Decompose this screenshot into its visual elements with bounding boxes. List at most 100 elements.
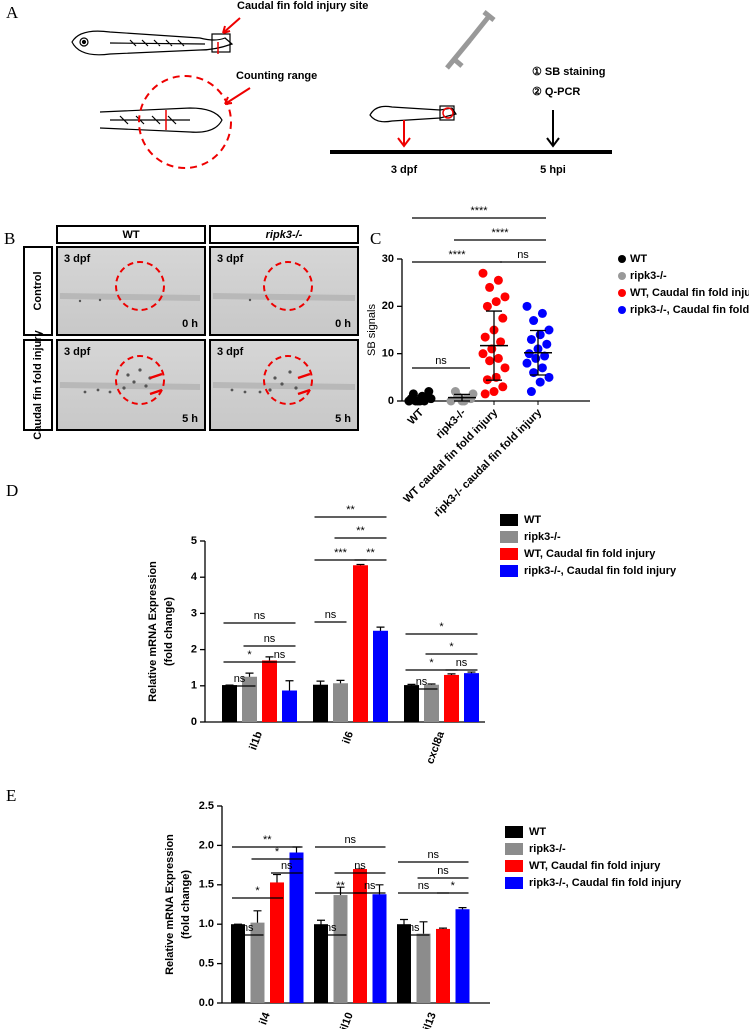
legend-swatch (500, 548, 518, 560)
legend-swatch (505, 826, 523, 838)
data-point (500, 363, 510, 373)
significance-label: ns (325, 922, 337, 934)
schematic-text: Caudal fin fold injury site (237, 0, 368, 12)
panel-label: E (6, 786, 16, 805)
y-axis-label: (fold change) (180, 870, 192, 939)
significance-label: ns (437, 865, 449, 877)
legend-label: WT, Caudal fin fold injury (524, 548, 656, 560)
significance-label: ns (325, 609, 337, 621)
significance-label: ns (264, 633, 276, 645)
time-label: 0 h (335, 318, 351, 330)
y-tick-label: 2 (191, 644, 197, 656)
data-point (478, 268, 488, 278)
timeline-label: 3 dpf (391, 164, 418, 176)
y-axis-label: Relative mRNA Expression (164, 834, 176, 975)
schematic-text: ① SB staining (532, 66, 605, 78)
x-tick-label: WT (406, 406, 427, 427)
time-label: 5 h (335, 413, 351, 425)
bar (455, 909, 470, 1003)
significance-label: * (275, 846, 280, 858)
significance-label: ** (366, 547, 375, 559)
legend-swatch (500, 514, 518, 526)
data-point (489, 387, 499, 397)
row-header: Caudal fin fold injury (32, 329, 44, 439)
bar (313, 684, 328, 722)
data-point (531, 353, 541, 363)
significance-label: ns (274, 649, 286, 661)
timeline-label: 5 hpi (540, 164, 566, 176)
legend-swatch (618, 306, 626, 314)
bar (353, 565, 368, 722)
panel-label: B (4, 229, 15, 248)
legend-swatch (618, 289, 626, 297)
bar (314, 924, 328, 1003)
significance-label: ** (263, 834, 272, 846)
sd-bar (412, 395, 428, 403)
legend-label: ripk3-/- (524, 531, 561, 543)
significance-label: **** (470, 205, 488, 217)
data-point (535, 330, 545, 340)
image-grid (23, 225, 359, 431)
data-point (522, 301, 532, 311)
bar (231, 924, 245, 1003)
legend-label: WT, Caudal fin fold injury (630, 287, 749, 299)
data-point (478, 349, 488, 359)
data-point (491, 297, 501, 307)
legend-swatch (505, 877, 523, 889)
data-point (500, 292, 510, 302)
legend-label: ripk3-/-, Caudal fin fold injury (529, 877, 682, 889)
column-header: ripk3-/- (266, 229, 303, 241)
x-tick-label: cxcl8a (424, 729, 447, 766)
x-tick-label: il10 (338, 1011, 356, 1029)
significance-label: ns (281, 860, 293, 872)
x-tick-label: il1b (247, 730, 265, 752)
significance-label: ** (336, 880, 345, 892)
data-point (480, 389, 490, 399)
significance-label: * (247, 649, 252, 661)
significance-label: ns (242, 922, 254, 934)
bar (282, 690, 297, 722)
stage-label: 3 dpf (217, 346, 244, 358)
legend-swatch (500, 531, 518, 543)
y-tick-label: 1 (191, 680, 197, 692)
significance-label: ns (408, 922, 420, 934)
data-point (482, 301, 492, 311)
bar (250, 922, 265, 1003)
y-axis-label: (fold change) (163, 597, 175, 666)
legend-swatch (505, 843, 523, 855)
data-point (496, 337, 506, 347)
data-point (522, 358, 532, 368)
significance-label: ** (356, 525, 365, 537)
legend-label: ripk3-/-, Caudal fin fold injury (524, 565, 677, 577)
data-point (480, 332, 490, 342)
data-point (535, 377, 545, 387)
time-label: 5 h (182, 413, 198, 425)
schematic-text: ② Q-PCR (532, 86, 580, 98)
schematic-markers (138, 17, 560, 169)
data-point (537, 363, 547, 373)
significance-label: ns (254, 610, 266, 622)
data-point (524, 349, 534, 359)
y-tick-label: 0 (191, 716, 197, 728)
significance-label: ** (346, 504, 355, 516)
y-axis-label: SB signals (366, 304, 378, 356)
legend-swatch (505, 860, 523, 872)
significance-label: * (449, 641, 454, 653)
data-point (493, 275, 503, 285)
bar (289, 852, 304, 1003)
legend-label: ripk3-/- (630, 270, 667, 282)
y-tick-label: 3 (191, 607, 197, 619)
bar (353, 869, 367, 1003)
data-point (540, 351, 550, 361)
schematic (71, 10, 612, 154)
significance-label: ns (517, 249, 529, 261)
significance-label: ns (364, 880, 376, 892)
data-point (542, 339, 552, 349)
data-point (544, 325, 554, 335)
legend-label: WT, Caudal fin fold injury (529, 860, 661, 872)
data-point (446, 396, 456, 406)
y-tick-label: 0.0 (199, 997, 214, 1009)
data-point (485, 282, 495, 292)
data-point (526, 334, 536, 344)
significance-label: ns (427, 849, 439, 861)
